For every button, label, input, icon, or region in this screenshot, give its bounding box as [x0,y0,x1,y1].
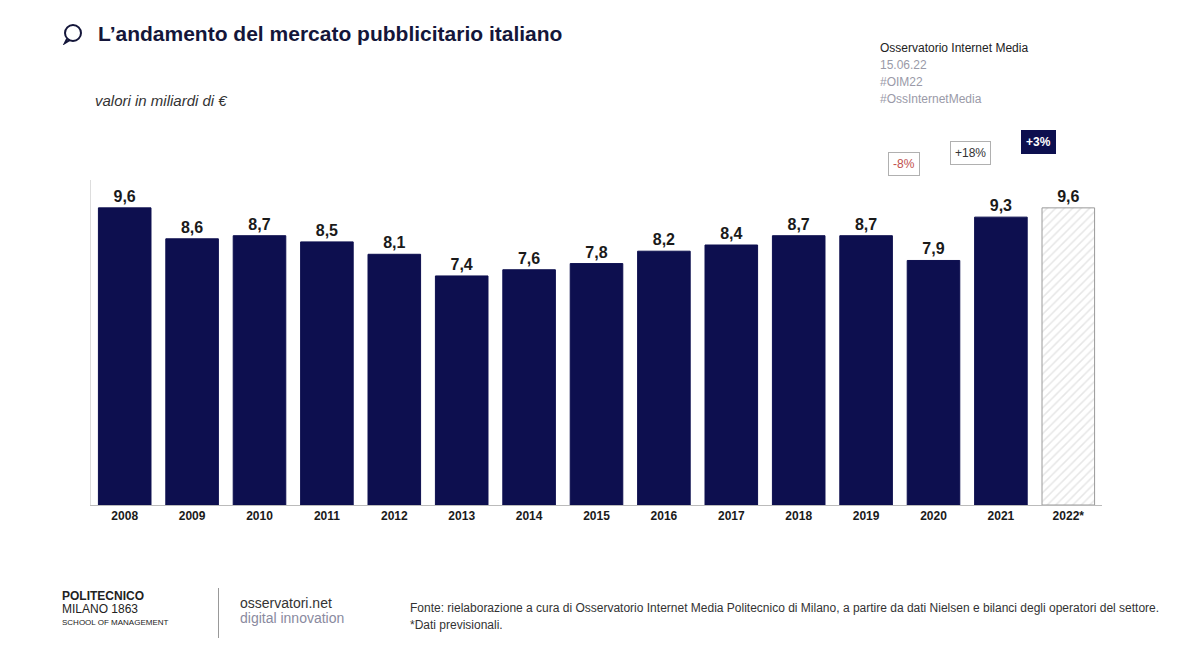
svg-text:8,2: 8,2 [653,231,675,248]
svg-text:8,5: 8,5 [316,222,338,239]
html-text:SCHOOL OF MANAGEMENT: SCHOOL OF MANAGEMENT [62,618,169,627]
html-text:15.06.22: 15.06.22 [880,58,927,72]
html-text:#OssInternetMedia: #OssInternetMedia [880,92,982,106]
svg-text:9,6: 9,6 [114,188,136,205]
svg-text:7,4: 7,4 [451,256,473,273]
svg-text:2017: 2017 [718,509,745,523]
svg-text:2008: 2008 [111,509,138,523]
svg-text:9,6: 9,6 [1057,188,1079,205]
svg-text:8,6: 8,6 [181,219,203,236]
svg-text:-8%: -8% [893,157,915,171]
svg-text:+3%: +3% [1026,135,1051,149]
html-text:osservatori.net: osservatori.net [240,595,332,611]
svg-text:2019: 2019 [853,509,880,523]
svg-text:2021: 2021 [988,509,1015,523]
html-text:valori in miliardi di €: valori in miliardi di € [95,92,227,109]
svg-text:2012: 2012 [381,509,408,523]
html-text:Osservatorio Internet Media: Osservatorio Internet Media [880,41,1029,55]
svg-text:+18%: +18% [955,146,986,160]
svg-text:2015: 2015 [583,509,610,523]
svg-text:2018: 2018 [785,509,812,523]
html-text:POLITECNICO: POLITECNICO [62,589,144,603]
svg-text:2009: 2009 [179,509,206,523]
svg-text:8,7: 8,7 [855,216,877,233]
svg-text:8,7: 8,7 [788,216,810,233]
svg-text:2016: 2016 [651,509,678,523]
svg-text:8,1: 8,1 [383,234,405,251]
html-text:#OIM22: #OIM22 [880,75,923,89]
html-text:MILANO 1863: MILANO 1863 [62,602,138,616]
svg-text:2014: 2014 [516,509,543,523]
svg-text:2022*: 2022* [1053,509,1085,523]
svg-text:9,3: 9,3 [990,197,1012,214]
svg-text:7,9: 7,9 [922,240,944,257]
html-text:digital innovation: digital innovation [240,610,345,626]
svg-text:7,6: 7,6 [518,250,540,267]
svg-text:2010: 2010 [246,509,273,523]
svg-text:8,7: 8,7 [248,216,270,233]
svg-text:7,8: 7,8 [585,244,607,261]
html-text:Fonte: rielaborazione a cura d: Fonte: rielaborazione a cura di Osservat… [410,601,1160,632]
svg-text:2011: 2011 [314,509,340,523]
svg-text:2013: 2013 [448,509,475,523]
html-text:L’andamento del mercato pubbli: L’andamento del mercato pubblicitario it… [98,22,563,45]
svg-text:8,4: 8,4 [720,225,742,242]
svg-text:2020: 2020 [920,509,947,523]
